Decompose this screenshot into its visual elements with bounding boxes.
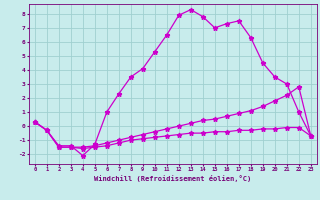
X-axis label: Windchill (Refroidissement éolien,°C): Windchill (Refroidissement éolien,°C) [94, 175, 252, 182]
